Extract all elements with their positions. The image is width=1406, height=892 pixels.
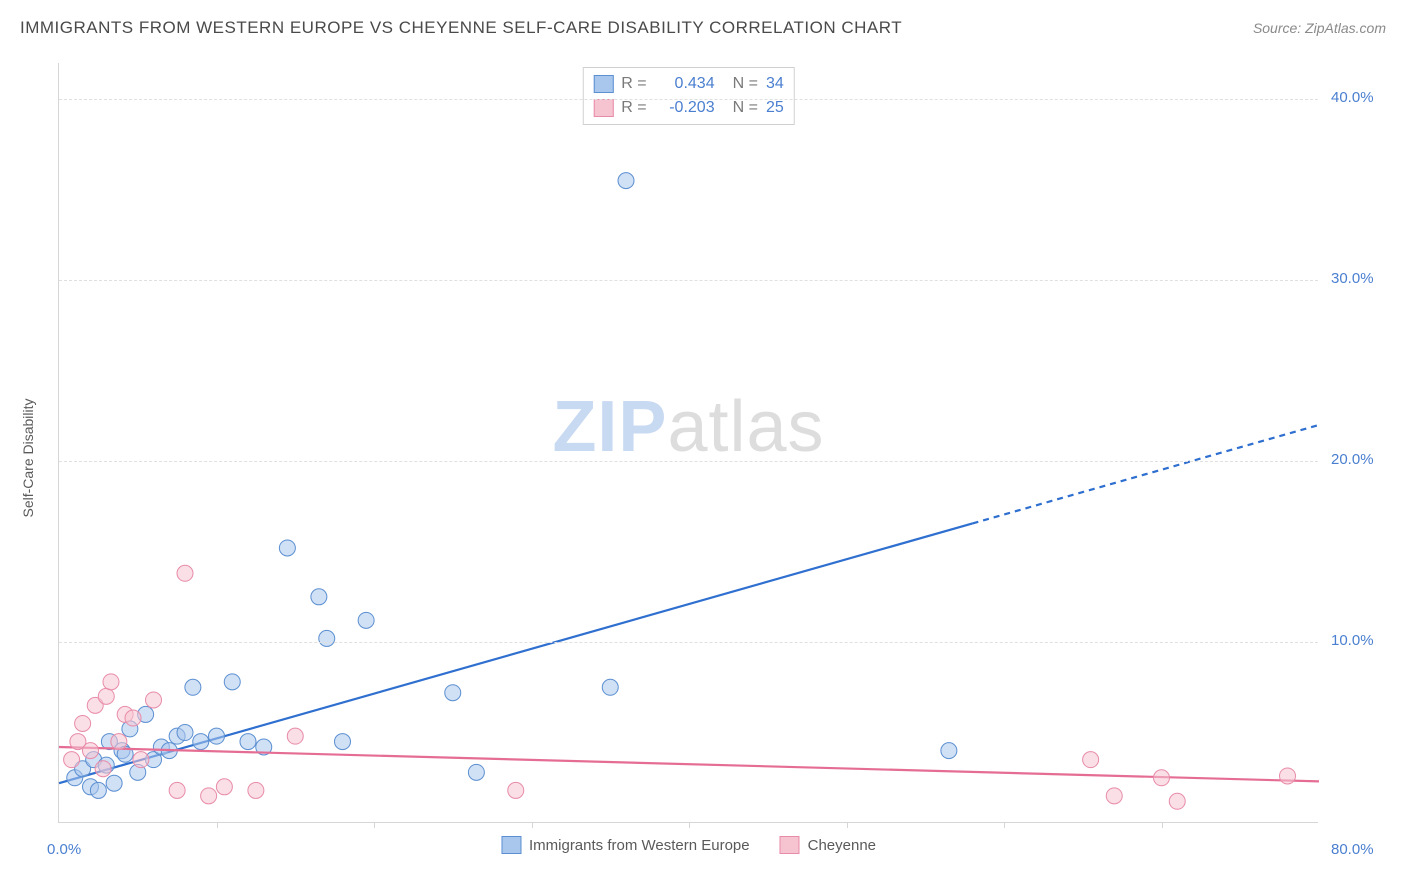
stats-legend-box: R =0.434N =34R =-0.203N =25 xyxy=(582,67,794,125)
chart-header: IMMIGRANTS FROM WESTERN EUROPE VS CHEYEN… xyxy=(20,18,1386,38)
chart-title: IMMIGRANTS FROM WESTERN EUROPE VS CHEYEN… xyxy=(20,18,902,38)
legend-swatch xyxy=(593,99,613,117)
x-tick xyxy=(1004,822,1005,828)
stats-legend-row: R = 0.434 N = 34 xyxy=(593,72,783,96)
bottom-legend-item: Cheyenne xyxy=(780,836,876,854)
x-tick xyxy=(374,822,375,828)
legend-swatch xyxy=(593,75,613,93)
x-tick xyxy=(217,822,218,828)
x-tick xyxy=(847,822,848,828)
x-tick xyxy=(689,822,690,828)
plot-area: ZIPatlas R =0.434N =34R =-0.203N =25 Imm… xyxy=(58,63,1318,823)
gridline xyxy=(59,461,1318,462)
stats-r-label: R = xyxy=(621,72,646,96)
bottom-legend-item: Immigrants from Western Europe xyxy=(501,836,750,854)
y-tick-label: 30.0% xyxy=(1331,270,1374,287)
chart-source: Source: ZipAtlas.com xyxy=(1253,20,1386,36)
gridline xyxy=(59,99,1318,100)
stats-n-label: N = xyxy=(733,72,758,96)
y-tick-label: 40.0% xyxy=(1331,89,1374,106)
y-tick-label: 20.0% xyxy=(1331,451,1374,468)
x-tick xyxy=(532,822,533,828)
bottom-legend-label: Cheyenne xyxy=(808,837,876,854)
y-axis-label: Self-Care Disability xyxy=(20,398,36,517)
stats-r-value: 0.434 xyxy=(655,72,715,96)
stats-n-value: 34 xyxy=(766,72,784,96)
x-tick-label-min: 0.0% xyxy=(47,841,81,858)
gridline xyxy=(59,642,1318,643)
legend-swatch xyxy=(780,836,800,854)
x-tick-label-max: 80.0% xyxy=(1331,841,1374,858)
x-tick xyxy=(1162,822,1163,828)
legend-swatch xyxy=(501,836,521,854)
chart-container: Self-Care Disability ZIPatlas R =0.434N … xyxy=(50,55,1390,845)
y-tick-label: 10.0% xyxy=(1331,632,1374,649)
plot-svg xyxy=(59,63,1318,822)
bottom-legend-label: Immigrants from Western Europe xyxy=(529,837,750,854)
bottom-legend: Immigrants from Western Europe Cheyenne xyxy=(501,836,876,854)
gridline xyxy=(59,280,1318,281)
